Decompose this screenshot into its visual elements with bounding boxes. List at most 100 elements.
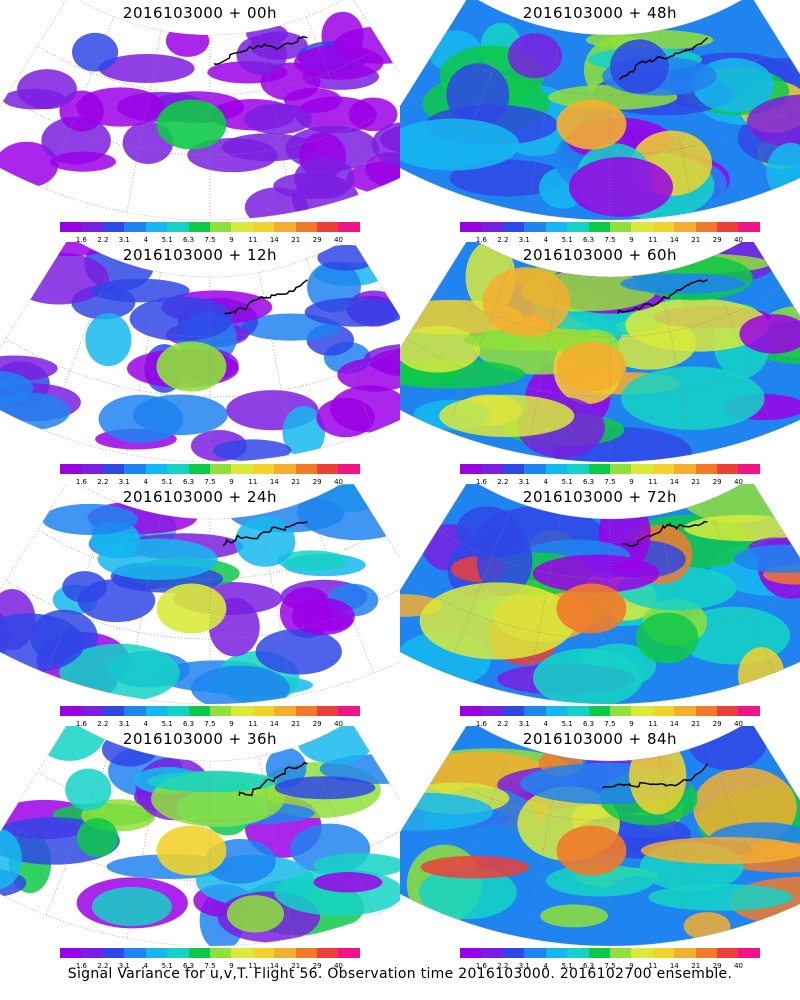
colorbar-tick-label: 29 bbox=[312, 720, 322, 728]
colorbar-swatch bbox=[652, 464, 675, 474]
colorbar-tick-label: 5.1 bbox=[561, 962, 573, 970]
panel-title: 2016103000 + 48h bbox=[522, 4, 678, 22]
colorbar-tick-label: 5.1 bbox=[161, 478, 173, 486]
variance-blob bbox=[244, 103, 313, 135]
colorbar-swatch bbox=[295, 948, 318, 958]
variance-blob bbox=[329, 385, 400, 433]
colorbar-swatch bbox=[209, 464, 232, 474]
colorbar-swatch bbox=[317, 706, 339, 716]
graticule bbox=[405, 742, 800, 946]
variance-blob bbox=[621, 366, 765, 430]
variance-blob bbox=[507, 33, 563, 79]
colorbar-tick-label: 9 bbox=[229, 962, 234, 970]
colorbar-swatch bbox=[102, 464, 125, 474]
colorbar-swatch bbox=[145, 948, 168, 958]
colorbar-swatch bbox=[274, 706, 296, 716]
colorbar-swatch bbox=[231, 948, 253, 958]
colorbar-tick-label: 5.1 bbox=[161, 236, 173, 244]
colorbar-swatch bbox=[102, 706, 125, 716]
colorbar-tick-label: 9 bbox=[229, 478, 234, 486]
map-panel-60h: 2016103000 + 60h 1.6 2.2 3.1 4 5.1 6.3 7.5 9 11 14… bbox=[400, 242, 800, 487]
colorbar-tick-label: 2.2 bbox=[97, 478, 109, 486]
colorbar-swatch bbox=[738, 948, 760, 958]
colorbar-tick-label: 1.6 bbox=[75, 236, 87, 244]
colorbar-swatch bbox=[695, 948, 718, 958]
colorbar bbox=[60, 706, 360, 718]
colorbar-tick-label: 29 bbox=[312, 236, 322, 244]
colorbar-tick-label: 21 bbox=[291, 720, 301, 728]
colorbar bbox=[460, 948, 760, 960]
colorbar-tick-label: 1.6 bbox=[75, 962, 87, 970]
colorbar-swatch bbox=[609, 948, 632, 958]
colorbar-tick-label: 4 bbox=[543, 236, 548, 244]
colorbar-tick-label: 4 bbox=[143, 720, 148, 728]
colorbar-swatch bbox=[567, 706, 589, 716]
colorbar-tick-label: 14 bbox=[269, 720, 279, 728]
colorbar-swatch bbox=[717, 464, 739, 474]
colorbar-tick-label: 14 bbox=[669, 720, 679, 728]
colorbar-swatch bbox=[588, 464, 610, 474]
colorbar-tick-label: 29 bbox=[312, 478, 322, 486]
coastline bbox=[222, 521, 308, 547]
colorbar-tick-label: 21 bbox=[691, 236, 701, 244]
colorbar-swatch bbox=[124, 706, 146, 716]
colorbar-tick-label: 6.3 bbox=[182, 236, 195, 244]
colorbar-swatch bbox=[460, 706, 482, 716]
variance-hotspot bbox=[156, 825, 227, 876]
colorbar-tick-label: 21 bbox=[691, 720, 701, 728]
colorbar-swatch bbox=[60, 706, 82, 716]
colorbar-tick-label: 40 bbox=[334, 720, 344, 728]
variance-blob bbox=[0, 355, 58, 382]
colorbar-swatch bbox=[674, 948, 696, 958]
variance-blob bbox=[98, 54, 195, 83]
colorbar-tick-label: 3.1 bbox=[518, 236, 530, 244]
colorbar-tick-label: 29 bbox=[712, 236, 722, 244]
colorbar-swatch bbox=[252, 706, 275, 716]
colorbar-swatch bbox=[252, 222, 275, 232]
variance-hotspot bbox=[156, 99, 227, 150]
variance-blob bbox=[50, 151, 116, 172]
colorbar-tick-label: 7.5 bbox=[604, 962, 616, 970]
colorbar-swatch bbox=[609, 222, 632, 232]
colorbar-swatch bbox=[502, 222, 525, 232]
variance-field bbox=[0, 484, 400, 704]
variance-blob bbox=[746, 94, 800, 149]
variance-blob bbox=[648, 883, 793, 911]
colorbar-tick-label: 11 bbox=[648, 478, 658, 486]
variance-blob bbox=[284, 87, 342, 113]
variance-blob bbox=[277, 550, 347, 572]
variance-blob bbox=[449, 159, 566, 197]
colorbar-swatch bbox=[188, 222, 210, 232]
variance-field bbox=[400, 726, 800, 946]
colorbar-tick-label: 9 bbox=[229, 236, 234, 244]
colorbar-swatch bbox=[588, 706, 610, 716]
colorbar-tick-label: 21 bbox=[291, 962, 301, 970]
panel-title: 2016103000 + 84h bbox=[522, 730, 678, 748]
colorbar-swatch bbox=[81, 948, 103, 958]
coastline bbox=[238, 761, 308, 797]
variance-blob bbox=[90, 278, 190, 303]
colorbar-swatch bbox=[567, 222, 589, 232]
colorbar-tick-label: 9 bbox=[629, 720, 634, 728]
colorbar-swatch bbox=[524, 464, 546, 474]
colorbar-tick-label: 40 bbox=[334, 962, 344, 970]
variance-field bbox=[400, 242, 800, 462]
variance-blob bbox=[400, 792, 494, 831]
colorbar-tick-label: 1.6 bbox=[475, 720, 487, 728]
coastline bbox=[617, 279, 708, 314]
variance-blob bbox=[85, 313, 132, 367]
colorbar-swatch bbox=[652, 706, 675, 716]
coastline bbox=[622, 520, 708, 548]
colorbar-swatch bbox=[295, 706, 318, 716]
colorbar-swatch bbox=[252, 464, 275, 474]
colorbar-tick-label: 11 bbox=[248, 962, 258, 970]
colorbar-swatch bbox=[338, 464, 360, 474]
colorbar-tick-label: 40 bbox=[734, 478, 744, 486]
colorbar-tick-label: 9 bbox=[629, 236, 634, 244]
graticule bbox=[5, 258, 400, 462]
colorbar-tick-label: 3.1 bbox=[118, 478, 130, 486]
colorbar-tick-label: 3.1 bbox=[518, 962, 530, 970]
variance-blob bbox=[42, 503, 138, 535]
variance-blob bbox=[165, 24, 210, 57]
colorbar-swatch bbox=[209, 222, 232, 232]
